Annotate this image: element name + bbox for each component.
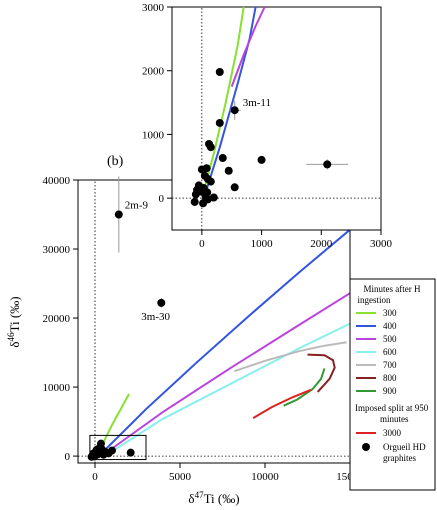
series-line-3000 [252, 388, 312, 419]
y-tick-label: 40000 [43, 175, 71, 187]
legend-marker-label: Orgueil HD graphites [383, 442, 426, 463]
legend-entry-label: 400 [383, 321, 397, 331]
legend-entry-label: 600 [383, 347, 397, 357]
series-line-700 [234, 341, 347, 373]
data-point [323, 160, 332, 169]
plot-frame [171, 6, 382, 231]
annotation-label: 3m-11 [243, 97, 271, 109]
data-point [206, 177, 215, 186]
y-tick-label: 20000 [43, 313, 71, 325]
series-line-900 [283, 368, 326, 407]
x-tick-label: 10000 [251, 471, 279, 483]
data-point [224, 166, 233, 175]
series-line-800 [307, 353, 336, 393]
series-line-400 [99, 228, 351, 456]
data-point [108, 446, 116, 455]
x-tick-label: 1000 [251, 238, 274, 250]
series-line-600 [106, 322, 351, 456]
data-point [190, 197, 199, 206]
data-point [218, 154, 227, 163]
data-point [157, 298, 166, 307]
inset-chart: 0 1000 2000 3000 0 1000 2000 3000 3m-11 [142, 2, 393, 250]
data-point [126, 448, 135, 457]
y-tick-label: 2000 [142, 66, 165, 78]
legend-entry-label: 900 [383, 386, 397, 396]
data-point [215, 67, 224, 76]
y-axis-title: δ46Ti (‰) [6, 296, 22, 347]
x-tick-label: 0 [92, 471, 98, 483]
x-tick-label: 0 [199, 238, 205, 250]
series-line-400 [200, 6, 257, 205]
data-point [202, 194, 211, 203]
x-tick-label: 2000 [310, 238, 333, 250]
legend-subtitle: Imposed split at 950 minutes [355, 403, 429, 424]
data-point [114, 210, 123, 219]
legend-entry-label: 700 [383, 360, 397, 370]
y-tick-label: 1000 [142, 129, 165, 141]
y-tick-label: 10000 [43, 382, 71, 394]
data-point [257, 155, 266, 164]
y-tick-label: 30000 [43, 244, 71, 256]
y-tick-label: 3000 [142, 2, 165, 14]
x-tick-label: 3000 [370, 238, 393, 250]
series-line-500 [230, 6, 266, 87]
panel-label: (b) [107, 154, 124, 169]
legend-marker [362, 443, 370, 451]
data-point [230, 183, 239, 192]
legend-entry-label: 500 [383, 334, 397, 344]
annotation-label: 3m-30 [141, 311, 170, 323]
x-tick-label: 5000 [169, 471, 192, 483]
data-point [202, 164, 211, 173]
annotation-label: 2m-9 [125, 200, 149, 212]
data-point [230, 106, 239, 115]
legend-frame [349, 278, 436, 491]
x-axis-title: δ47Ti (‰) [188, 490, 239, 506]
legend-entry-label: 3000 [383, 428, 402, 438]
legend-entry-label: 300 [383, 308, 397, 318]
inset-region-box [89, 434, 147, 461]
y-tick-label: 0 [65, 451, 71, 463]
legend-entry-label: 800 [383, 373, 397, 383]
data-point [215, 118, 224, 127]
data-point [205, 139, 214, 148]
y-tick-label: 0 [159, 193, 165, 205]
data-point [191, 190, 200, 199]
series-line-500 [102, 292, 351, 456]
